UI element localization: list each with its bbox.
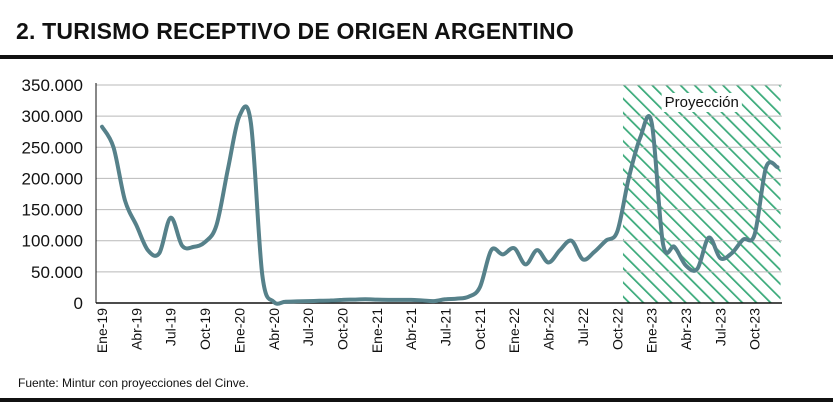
gridlines [96,84,782,273]
x-tick-label: Oct-21 [472,308,488,350]
series-layer [100,104,780,306]
projection-layer: Proyección [622,85,781,303]
x-tick-label: Oct-20 [334,308,350,350]
x-tick-label: Oct-22 [609,308,625,350]
title-rule [0,55,833,59]
y-tick-label: 150.000 [22,201,83,220]
y-tick-label: 0 [74,294,83,313]
y-tick-label: 100.000 [22,232,83,251]
x-tick-label: Oct-23 [747,308,763,350]
chart-source: Fuente: Mintur con proyecciones del Cinv… [18,376,249,390]
projection-label-background [661,93,742,112]
y-tick-labels: 0 50.000 100.000 150.000 200.000 250.000 300.0… [22,76,83,313]
x-tick-label: Ene-21 [369,308,385,353]
x-tick-label: Jul-20 [300,308,316,346]
projection-region [622,85,781,303]
x-tick-label: Abr-20 [266,308,282,350]
x-tick-label: Abr-21 [403,308,419,350]
x-tick-label: Jul-19 [163,308,179,346]
y-tick-label: 350.000 [22,76,83,95]
x-tick-label: Ene-19 [94,308,110,353]
x-tick-label: Jul-23 [712,308,728,346]
series-line [100,104,780,306]
y-tick-label: 250.000 [22,138,83,157]
x-tick-label: Abr-22 [541,308,557,350]
y-tick-label: 200.000 [22,169,83,188]
x-tick-label: Jul-21 [438,308,454,346]
x-tick-label: Abr-23 [678,308,694,350]
chart-title: 2. TURISMO RECEPTIVO DE ORIGEN ARGENTINO [16,18,574,44]
x-tick-label: Oct-19 [197,308,213,350]
axes [95,83,782,304]
x-tick-labels: Ene-19 Abr-19 Jul-19 Oct-19 Ene-20 Abr-20 Jul-… [94,308,763,353]
y-tick-label: 300.000 [22,107,83,126]
y-tick-label: 50.000 [31,263,83,282]
x-tick-label: Ene-20 [231,308,247,353]
x-tick-label: Ene-22 [506,308,522,353]
x-tick-label: Ene-23 [644,308,660,353]
bottom-rule [0,398,833,402]
x-tick-label: Jul-22 [575,308,591,346]
x-tick-label: Abr-19 [128,308,144,350]
projection-label: Proyección [665,94,739,111]
